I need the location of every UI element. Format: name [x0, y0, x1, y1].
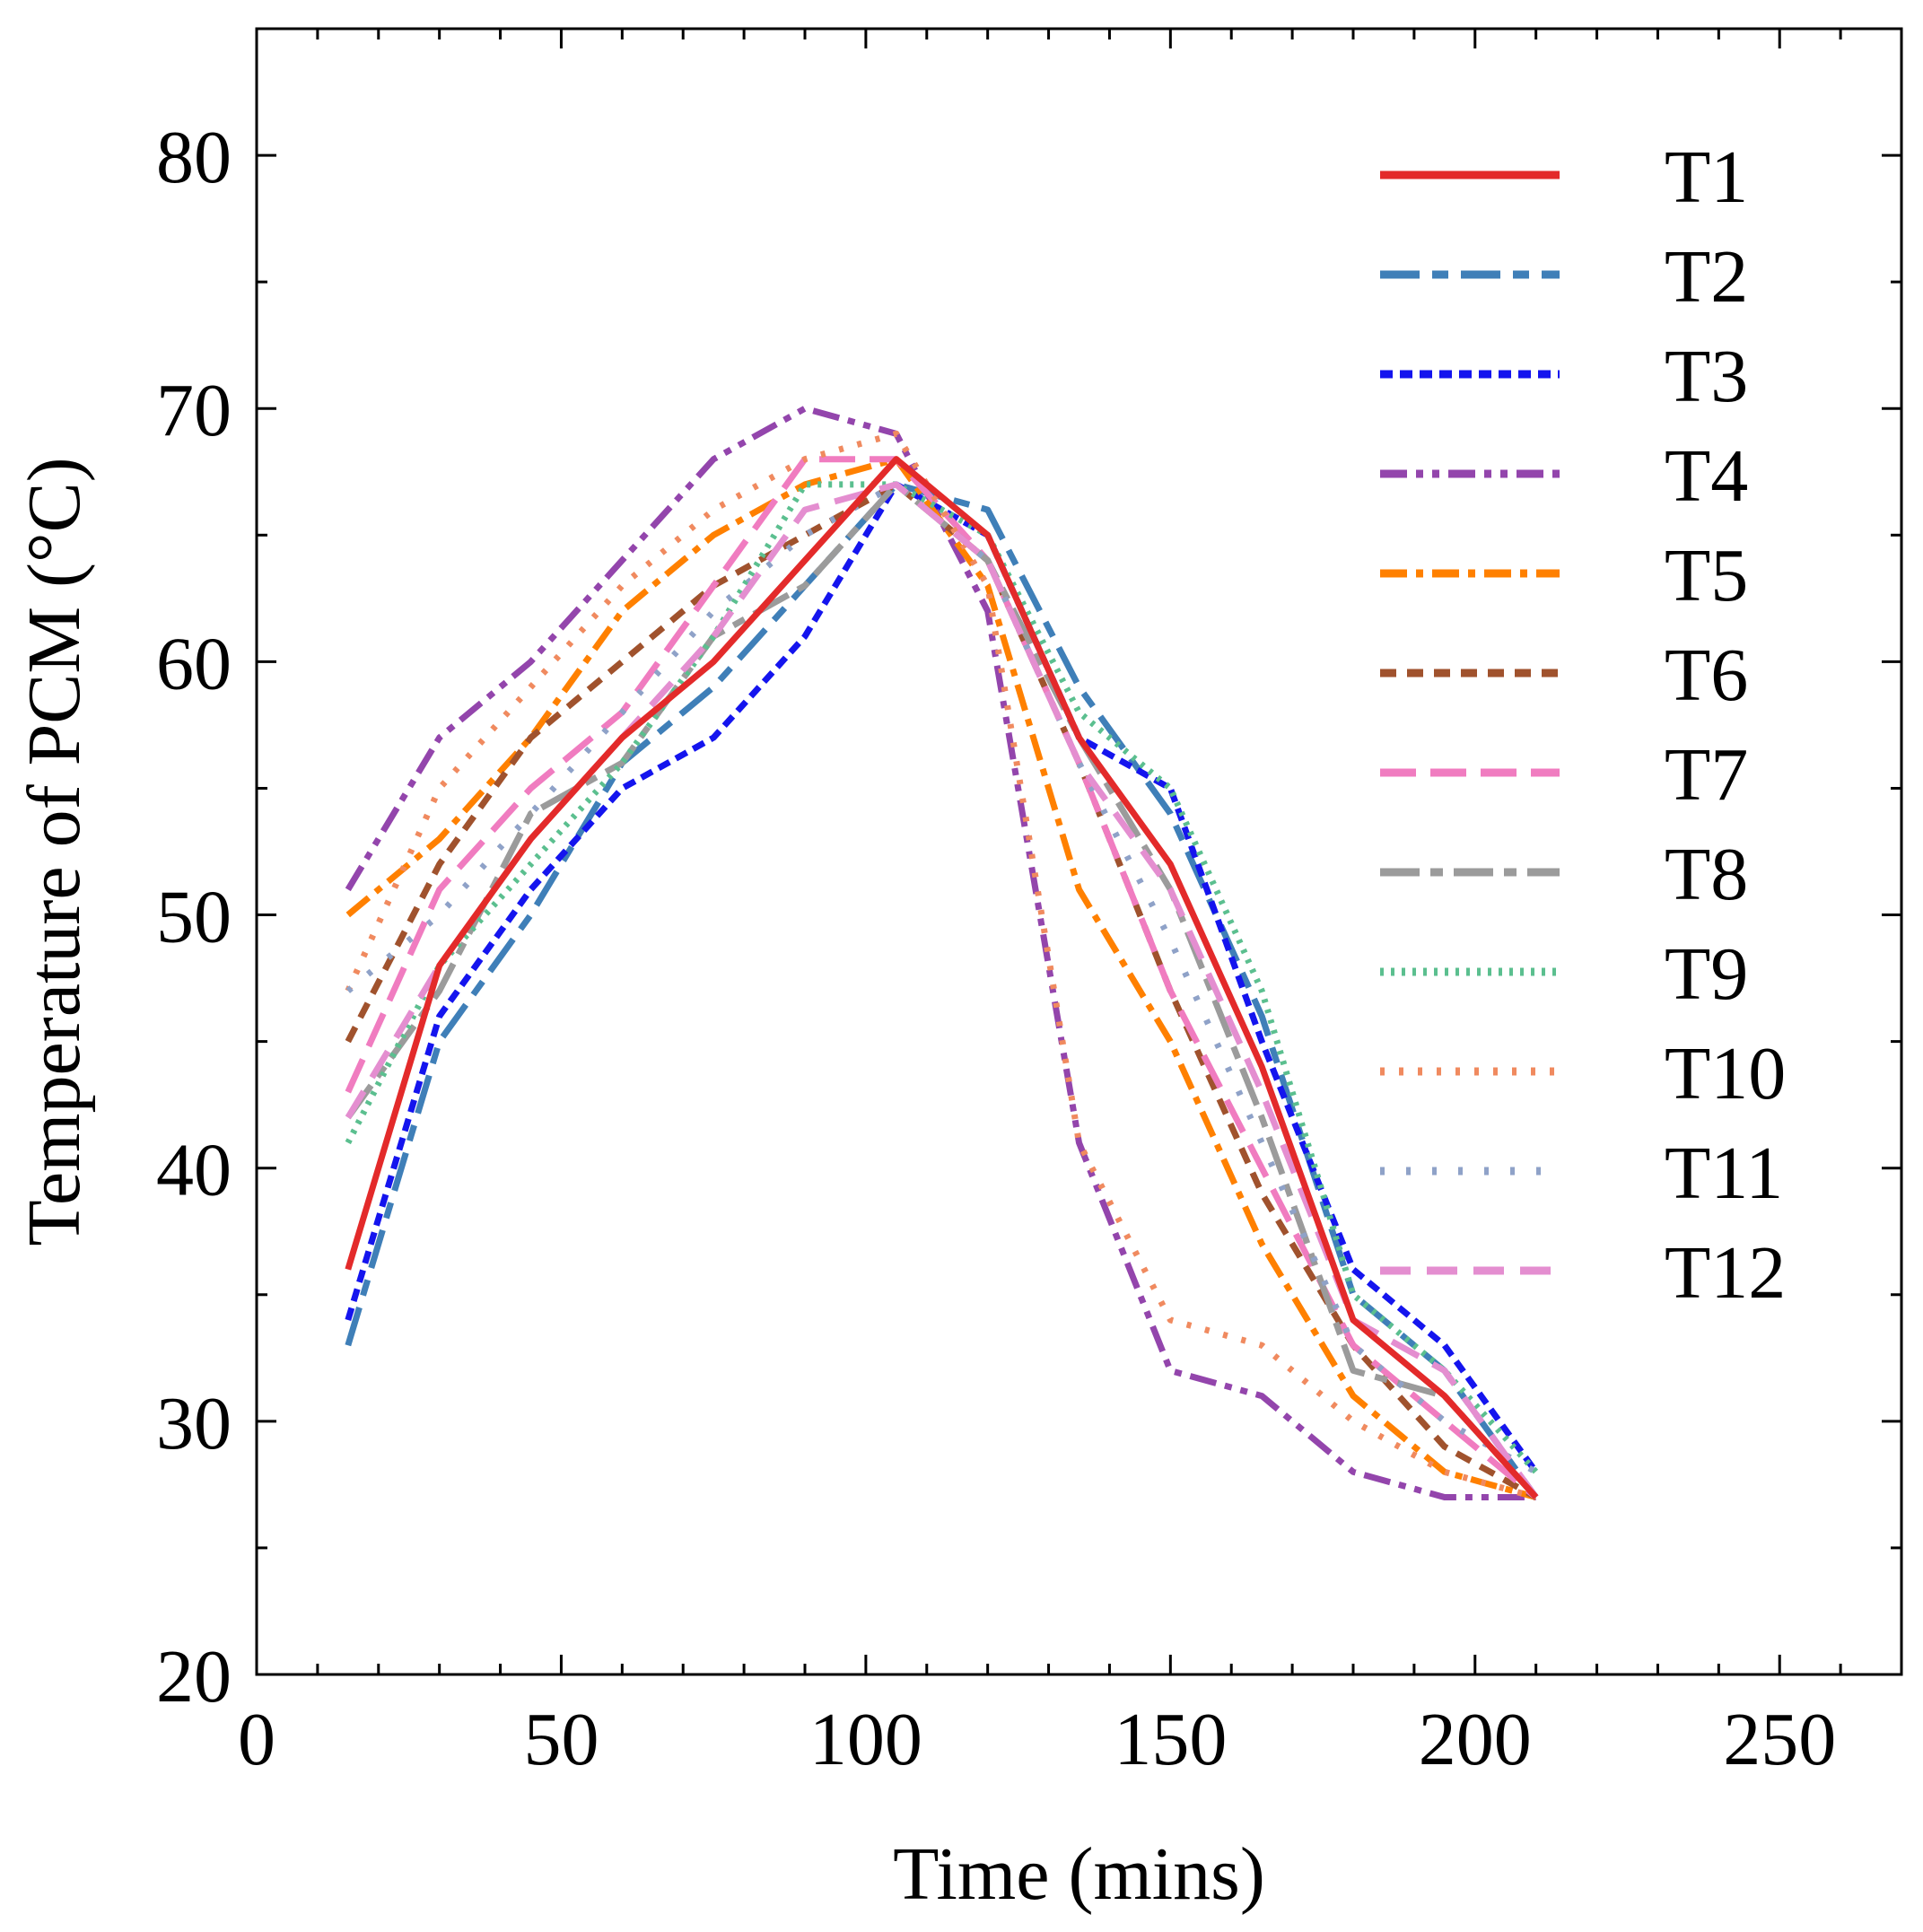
- series-line-t10: [345, 430, 1537, 1500]
- legend-label: T12: [1665, 1231, 1786, 1315]
- x-axis-label: Time (mins): [893, 1832, 1265, 1916]
- x-tick-label: 100: [809, 1698, 922, 1781]
- legend-entry-t8: T8: [1380, 833, 1748, 916]
- legend-label: T7: [1665, 733, 1748, 817]
- legend-entry-t4: T4: [1380, 434, 1748, 518]
- legend-label: T8: [1665, 833, 1748, 916]
- y-tick-label: 60: [156, 622, 232, 705]
- legend-label: T2: [1665, 235, 1748, 319]
- y-tick-label: 30: [156, 1382, 232, 1465]
- plot-frame: [255, 27, 1903, 1676]
- legend-label: T4: [1665, 434, 1748, 518]
- series-line-t9: [345, 481, 1539, 1474]
- x-tick-label: 200: [1419, 1698, 1532, 1781]
- legend-entry-t7: T7: [1380, 733, 1748, 817]
- legend-entry-t3: T3: [1380, 335, 1748, 418]
- legend-label: T5: [1665, 534, 1748, 617]
- series-line-t1: [345, 456, 1539, 1499]
- x-tick-label: 50: [523, 1698, 599, 1781]
- series-line-t4: [345, 405, 1536, 1500]
- legend-entry-t5: T5: [1380, 534, 1748, 617]
- legend-entry-t6: T6: [1380, 634, 1748, 717]
- y-tick-label: 80: [156, 116, 232, 199]
- legend: T1 T2 T3 T4 T5 T6 T7 T8 T9 T10 T11 T12: [1380, 136, 1786, 1315]
- y-tick-label: 70: [156, 369, 232, 452]
- legend-label: T11: [1665, 1132, 1783, 1215]
- legend-entry-t10: T10: [1380, 1032, 1786, 1115]
- legend-label: T10: [1665, 1032, 1786, 1115]
- legend-label: T9: [1665, 932, 1748, 1016]
- series-layer: [345, 405, 1539, 1500]
- legend-label: T6: [1665, 634, 1748, 717]
- series-line-t5: [345, 456, 1537, 1500]
- ticks-layer: 0 50 100 150 200 250 20 30 40 50 60 70 80: [156, 27, 1903, 1781]
- legend-entry-t9: T9: [1380, 932, 1748, 1016]
- legend-entry-t12: T12: [1380, 1231, 1786, 1315]
- x-tick-label: 0: [238, 1698, 275, 1781]
- y-tick-label: 50: [156, 876, 232, 959]
- legend-label: T1: [1665, 136, 1748, 219]
- legend-label: T3: [1665, 335, 1748, 418]
- x-tick-label: 250: [1723, 1698, 1836, 1781]
- y-axis-label: Temperature of PCM (°C): [13, 457, 96, 1246]
- legend-entry-t11: T11: [1380, 1132, 1783, 1215]
- series-line-t3: [345, 481, 1539, 1474]
- legend-entry-t2: T2: [1380, 235, 1748, 319]
- legend-entry-t1: T1: [1380, 136, 1748, 219]
- y-tick-label: 40: [156, 1129, 232, 1212]
- x-tick-label: 150: [1114, 1698, 1227, 1781]
- y-tick-label: 20: [156, 1635, 232, 1718]
- series-line-t7: [345, 456, 1538, 1500]
